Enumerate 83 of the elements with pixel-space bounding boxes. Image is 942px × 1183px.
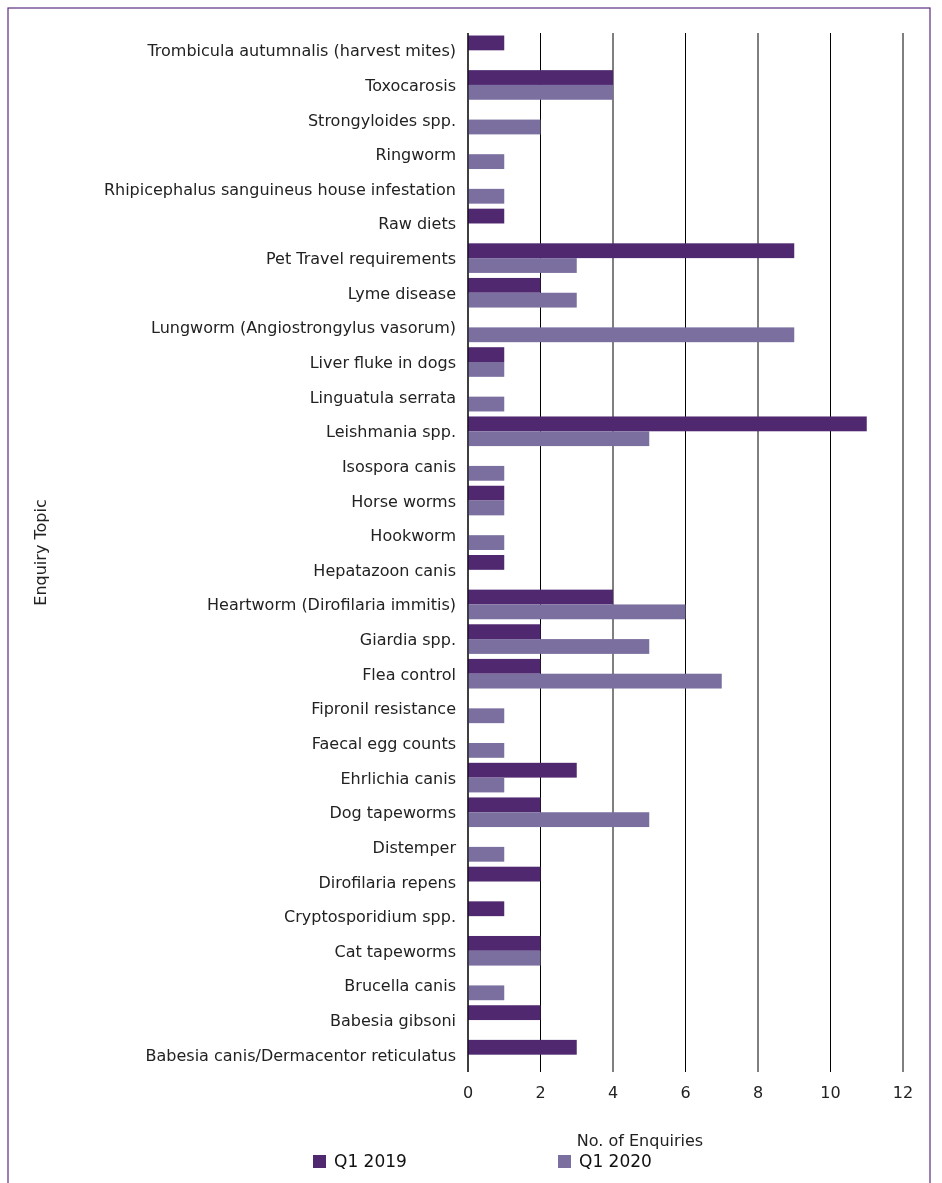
- bar: [468, 812, 650, 828]
- y-tick-label: Flea control: [362, 664, 456, 684]
- x-tick-label: 6: [680, 1083, 691, 1102]
- bar: [468, 485, 505, 501]
- bar: [468, 639, 650, 654]
- bar: [468, 797, 541, 813]
- bar: [468, 589, 613, 605]
- bar: [468, 465, 505, 481]
- y-tick-label: Pet Travel requirements: [266, 249, 456, 269]
- bar: [468, 154, 505, 170]
- bar: [468, 708, 505, 724]
- bar: [468, 935, 541, 951]
- bar: [468, 327, 795, 343]
- x-tick-label: 10: [820, 1083, 841, 1102]
- y-tick-label: Horse worms: [351, 491, 456, 511]
- bar: [468, 277, 541, 293]
- bar: [468, 416, 867, 432]
- bar: [468, 292, 577, 308]
- y-tick-label: Lyme disease: [347, 283, 456, 303]
- bar: [468, 555, 505, 570]
- bar: [468, 362, 505, 377]
- y-tick-label: Babesia gibsoni: [330, 1011, 456, 1031]
- bar: [468, 624, 541, 640]
- bar: [468, 985, 505, 1001]
- bar: [468, 742, 505, 758]
- y-tick-label: Brucella canis: [344, 976, 456, 996]
- y-tick-label: Fipronil resistance: [311, 699, 456, 719]
- y-tick-label: Distemper: [372, 837, 457, 857]
- bar: [468, 535, 505, 550]
- bar: [468, 950, 541, 966]
- y-tick-label: Babesia canis/Dermacentor reticulatus: [145, 1045, 456, 1065]
- y-tick-label: Leishmania spp.: [326, 422, 456, 442]
- y-tick-label: Liver fluke in dogs: [309, 353, 456, 373]
- bar: [468, 1039, 577, 1055]
- y-tick-label: Linguatula serrata: [309, 387, 456, 407]
- y-tick-label: Giardia spp.: [359, 630, 456, 650]
- bar: [468, 208, 505, 224]
- bar: [468, 35, 505, 51]
- bar: [468, 258, 577, 273]
- y-tick-label: Raw diets: [378, 214, 456, 234]
- x-tick-label: 4: [607, 1083, 619, 1102]
- bar: [468, 901, 505, 917]
- bar: [468, 604, 686, 620]
- y-tick-label: Trombicula autumnalis (harvest mites): [146, 41, 456, 61]
- y-tick-label: Faecal egg counts: [311, 733, 456, 753]
- bar: [468, 762, 577, 778]
- x-tick-label: 8: [752, 1083, 764, 1102]
- y-tick-label: Cryptosporidium spp.: [284, 907, 456, 927]
- bar: [468, 500, 505, 516]
- y-tick-label: Ehrlichia canis: [340, 768, 456, 788]
- bar: [468, 846, 505, 862]
- bar: [468, 347, 505, 363]
- y-tick-label: Ringworm: [375, 145, 456, 165]
- y-tick-label: Rhipicephalus sanguineus house infestation: [103, 179, 456, 199]
- y-axis-title: Enquiry Topic: [31, 499, 50, 606]
- bar: [468, 188, 505, 204]
- y-tick-label: Hepatazoon canis: [313, 560, 456, 580]
- y-tick-label: Lungworm (Angiostrongylus vasorum): [151, 318, 456, 338]
- bar: [468, 119, 541, 135]
- bar: [468, 658, 541, 674]
- legend-label: Q1 2020: [579, 1151, 652, 1171]
- bar: [468, 396, 505, 412]
- bar: [468, 243, 795, 259]
- bar: [468, 1005, 541, 1021]
- y-tick-label: Isospora canis: [341, 456, 456, 476]
- x-tick-label: 12: [892, 1083, 914, 1102]
- bar: [468, 673, 722, 689]
- bar: [468, 866, 541, 882]
- y-tick-label: Hookworm: [370, 526, 456, 546]
- x-axis-title: No. of Enquiries: [576, 1131, 704, 1150]
- x-tick-label: 2: [535, 1083, 546, 1102]
- x-tick-label: 0: [462, 1083, 474, 1102]
- y-tick-label: Cat tapeworms: [334, 941, 456, 961]
- y-tick-label: Dog tapeworms: [329, 803, 456, 823]
- bar: [468, 777, 505, 793]
- bar: [468, 431, 650, 447]
- bar: [468, 70, 613, 85]
- legend-label: Q1 2019: [334, 1151, 407, 1171]
- bar: [468, 84, 613, 100]
- y-tick-label: Strongyloides spp.: [307, 110, 456, 130]
- y-tick-label: Toxocarosis: [364, 75, 456, 95]
- y-tick-label: Dirofilaria repens: [318, 872, 456, 892]
- y-tick-label: Heartworm (Dirofilaria immitis): [207, 595, 456, 615]
